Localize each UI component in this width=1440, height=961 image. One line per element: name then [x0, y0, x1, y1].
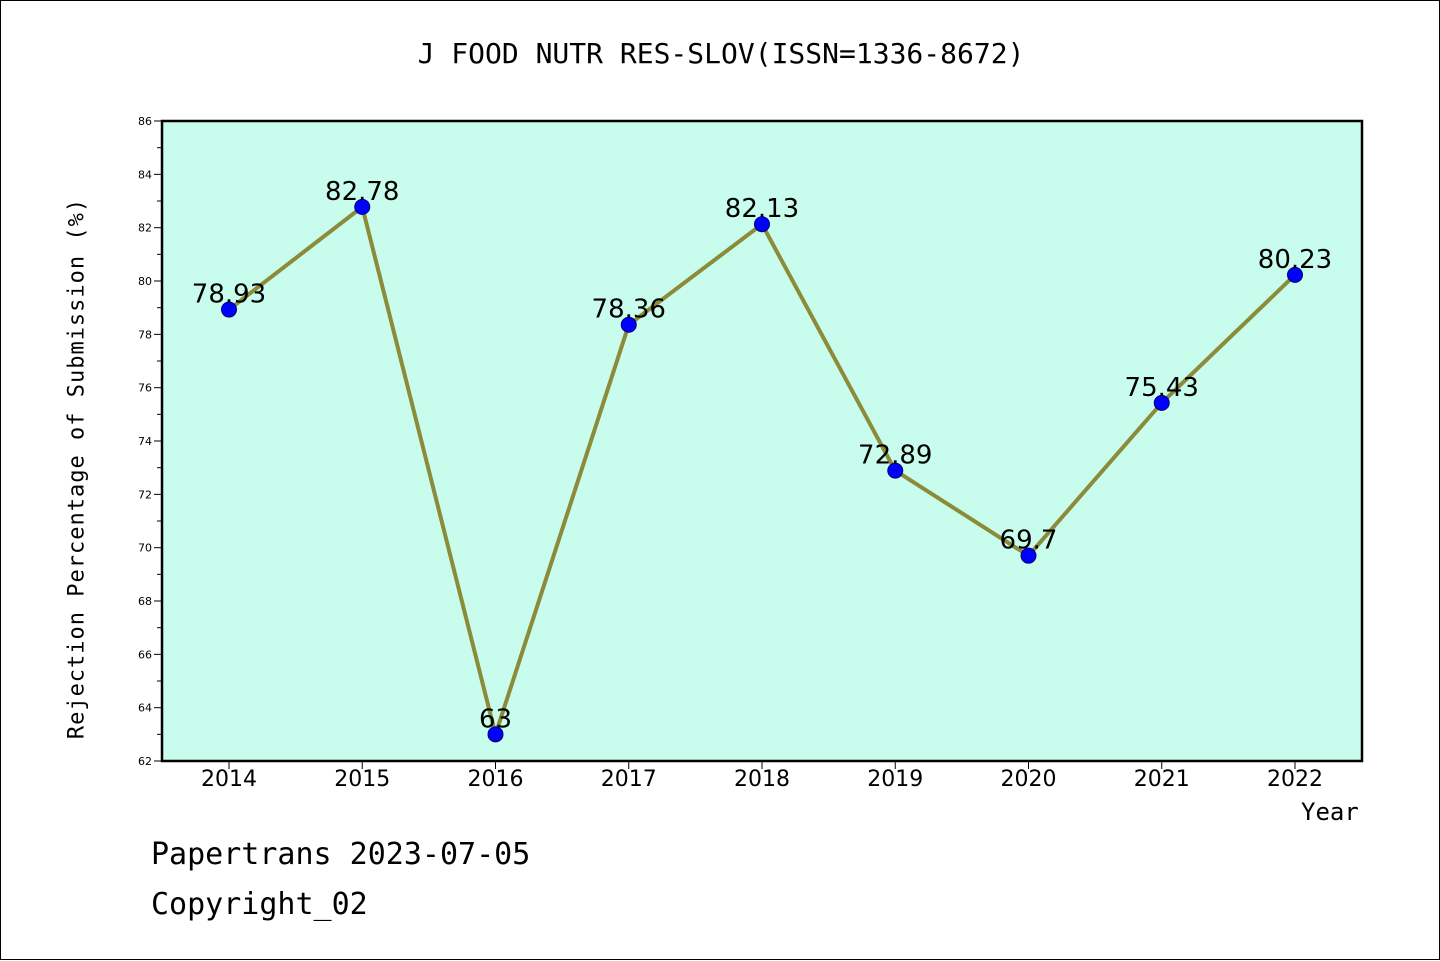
x-tick-label: 2017: [601, 767, 657, 792]
data-point-marker: [887, 462, 904, 479]
y-tick-label: 82: [138, 222, 152, 235]
y-tick-label: 76: [138, 382, 152, 395]
x-ticks: 2014 2015 2016 2017 2018 2019 2020 2021 2022: [201, 761, 1323, 792]
y-tick-label: 66: [138, 648, 152, 661]
x-tick-label: 2018: [734, 767, 790, 792]
data-label: 75.43: [1125, 373, 1199, 403]
data-point-marker: [1153, 394, 1170, 411]
data-label: 72.89: [858, 441, 932, 471]
y-tick-label: 74: [138, 435, 152, 448]
footer-copyright: Copyright_02: [151, 887, 368, 922]
y-tick-label: 78: [138, 328, 152, 341]
x-tick-label: 2016: [468, 767, 524, 792]
y-tick-label: 70: [138, 542, 152, 555]
x-tick-label: 2022: [1267, 767, 1323, 792]
y-ticks: 62 64 66 68 70 72 74 76 78 80 82 84 86: [138, 115, 162, 768]
footer-date: Papertrans 2023-07-05: [151, 837, 531, 872]
data-label: 80.23: [1258, 245, 1332, 275]
data-point-marker: [1020, 547, 1037, 564]
x-axis-label: Year: [1301, 798, 1359, 826]
y-tick-label: 68: [138, 595, 152, 608]
data-label: 63: [479, 704, 512, 734]
y-tick-label: 84: [138, 168, 152, 181]
x-tick-label: 2021: [1134, 767, 1190, 792]
y-tick-label: 64: [138, 702, 152, 715]
x-tick-label: 2020: [1001, 767, 1057, 792]
series-markers: [221, 198, 1303, 743]
data-point-marker: [754, 216, 770, 233]
data-point-marker: [620, 316, 637, 333]
data-label: 78.93: [192, 280, 266, 310]
data-label: 82.13: [725, 194, 799, 224]
x-tick-label: 2014: [201, 767, 257, 792]
data-label: 78.36: [592, 295, 666, 325]
x-tick-label: 2015: [334, 767, 390, 792]
y-tick-label: 62: [138, 755, 152, 768]
x-tick-label: 2019: [867, 767, 923, 792]
data-point-marker: [354, 198, 371, 215]
data-point-marker: [1287, 266, 1303, 283]
data-labels: 78.93 82.78 63 78.36 82.13 72.89 69.7 75.43 80.2…: [192, 177, 1332, 734]
data-point-marker: [221, 301, 237, 318]
data-point-marker: [487, 726, 504, 743]
data-label: 82.78: [325, 177, 399, 207]
y-tick-label: 72: [138, 488, 152, 501]
y-tick-label: 80: [138, 275, 152, 288]
chart-title: J FOOD NUTR RES-SLOV(ISSN=1336-8672): [417, 37, 1025, 70]
y-tick-label: 86: [138, 115, 152, 128]
data-label: 69.7: [1000, 526, 1058, 556]
